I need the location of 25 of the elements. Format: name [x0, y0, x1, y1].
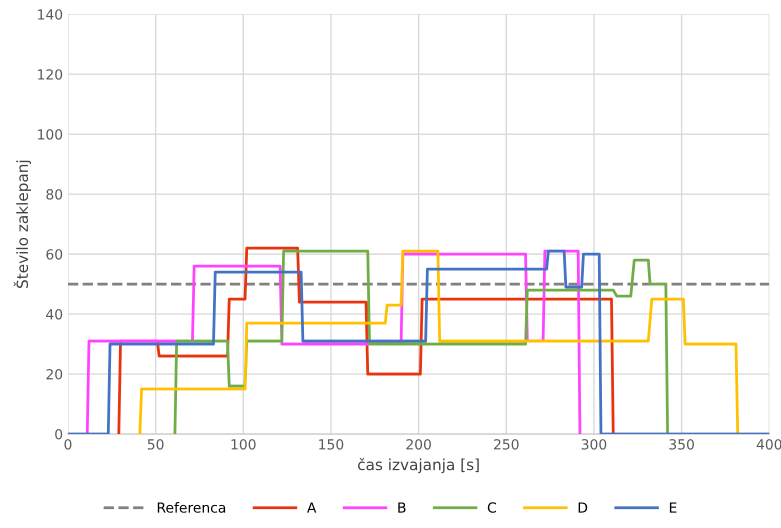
- y-tick-label: 20: [46, 369, 62, 380]
- y-tick-label: 40: [46, 309, 62, 320]
- y-axis-title: Število zaklepanj: [14, 160, 32, 288]
- y-tick-label: 0: [55, 428, 62, 440]
- y-tick-label: 80: [46, 189, 62, 200]
- legend-label: D: [578, 502, 588, 513]
- x-tick-label: 150: [319, 439, 344, 450]
- x-tick-label: 350: [669, 439, 694, 450]
- x-tick-label: 250: [494, 439, 519, 450]
- legend-label: C: [488, 502, 496, 513]
- y-tick-label: 100: [38, 129, 62, 140]
- legend-label: A: [307, 502, 316, 513]
- legend-label: Referenca: [158, 502, 226, 513]
- legend-label: E: [670, 502, 676, 513]
- x-tick-label: 200: [406, 439, 431, 450]
- y-tick-label: 60: [46, 249, 62, 260]
- x-tick-label: 100: [232, 439, 256, 450]
- line-series: [174, 250, 669, 434]
- x-tick-label: 300: [582, 439, 606, 450]
- y-tick-label: 140: [38, 9, 62, 20]
- y-tick-label: 120: [38, 69, 62, 80]
- x-tick-label: 50: [148, 439, 164, 450]
- x-axis-title: čas izvajanja [s]: [358, 458, 479, 474]
- legend-label: B: [398, 502, 406, 513]
- x-tick-label: 0: [64, 439, 72, 450]
